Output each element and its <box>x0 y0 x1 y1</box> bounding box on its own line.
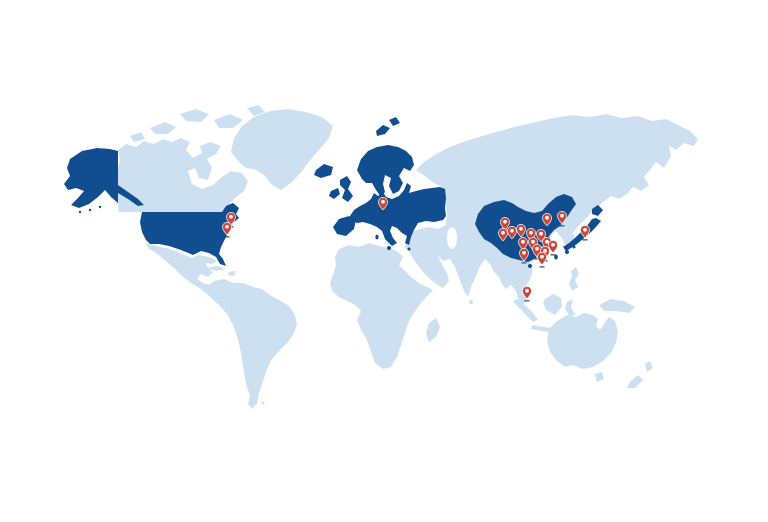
region-mainland-europe <box>350 183 446 246</box>
pin-label-us-east-coast-2 <box>224 236 230 238</box>
region-south-america <box>204 279 297 409</box>
pin-label-china-15 <box>521 262 527 264</box>
region-central-america <box>146 243 236 295</box>
pin-label-china-08 <box>559 225 565 227</box>
map-pin-china-16[interactable] <box>537 252 547 266</box>
map-pins-layer <box>222 197 590 302</box>
pin-label-china-03 <box>509 240 515 242</box>
pin-label-central-europe <box>380 211 386 213</box>
region-ireland <box>329 188 340 199</box>
region-united-kingdom <box>340 176 353 202</box>
region-iberia <box>333 216 356 236</box>
pin-label-china-12 <box>550 254 556 256</box>
region-alaska[interactable] <box>64 148 144 214</box>
region-canada <box>116 105 265 212</box>
pin-label-china-13 <box>534 258 540 260</box>
pin-label-china-06 <box>538 243 544 245</box>
pin-label-china-07 <box>544 227 550 229</box>
region-united-states[interactable] <box>140 203 239 266</box>
region-iceland <box>314 164 333 178</box>
caspian-sea <box>447 227 457 249</box>
region-australia <box>547 313 653 388</box>
region-southeast-asia-islands <box>513 267 635 334</box>
pin-label-japan <box>582 239 588 241</box>
pin-label-southeast-asia <box>524 300 530 302</box>
region-scandinavia <box>357 145 414 197</box>
region-africa <box>330 243 440 369</box>
pin-label-china-16 <box>539 266 545 268</box>
region-svalbard <box>376 125 390 136</box>
region-europe[interactable] <box>314 117 446 251</box>
region-greenland <box>231 109 333 190</box>
region-svalbard-2 <box>389 117 400 126</box>
pin-label-china-02 <box>500 242 506 244</box>
